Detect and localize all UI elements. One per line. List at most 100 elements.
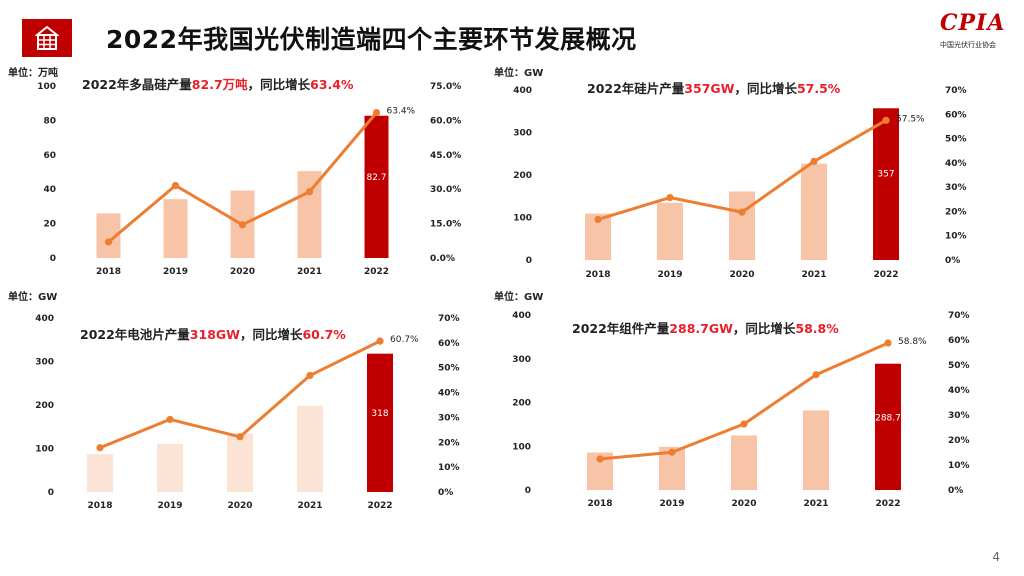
bar-2021 <box>803 410 829 490</box>
title-text: 2022年组件产量 <box>572 321 670 336</box>
y-right-tick-label: 30% <box>945 183 967 193</box>
bar-2021 <box>297 405 323 492</box>
y-right-tick-label: 75.0% <box>430 82 461 92</box>
y-right-tick-label: 10% <box>948 461 970 471</box>
y-right-tick-label: 0.0% <box>430 254 455 264</box>
growth-point-2019 <box>668 448 676 456</box>
title-text: ，同比增长 <box>734 81 797 96</box>
x-tick-label: 2020 <box>729 270 754 280</box>
growth-point-2022 <box>882 116 890 124</box>
cpia-logo: CPIA 中国光伏行业协会 <box>936 10 1006 54</box>
x-tick-label: 2022 <box>873 270 898 280</box>
y-right-tick-label: 10% <box>438 463 460 473</box>
logo-text: CPIA <box>940 10 1006 36</box>
growth-point-2018 <box>96 444 104 452</box>
growth-point-2022 <box>376 337 384 345</box>
building-grid-icon <box>22 19 72 57</box>
growth-point-2021 <box>306 371 314 380</box>
y-left-tick-label: 200 <box>513 171 532 181</box>
growth-point-2018 <box>594 215 602 224</box>
y-left-tick-label: 100 <box>37 82 56 92</box>
bar-2022 <box>873 108 899 261</box>
x-tick-label: 2022 <box>367 501 392 511</box>
line-value-label: 60.7% <box>390 335 419 345</box>
title-value: 357GW <box>684 81 735 96</box>
y-right-tick-label: 20% <box>948 436 970 446</box>
x-tick-label: 2019 <box>659 499 684 509</box>
y-left-tick-label: 80 <box>43 116 56 126</box>
title-text: 2022年电池片产量 <box>80 327 190 342</box>
y-right-tick-label: 50% <box>948 361 970 371</box>
y-left-tick-label: 100 <box>35 445 54 455</box>
y-left-tick-label: 300 <box>513 129 532 139</box>
y-right-tick-label: 30% <box>948 411 970 421</box>
y-left-tick-label: 400 <box>35 314 54 324</box>
chart-svg: 0 100 200 300 400 0% 10% 20% 30% 40% 50% 60% 70% 2018… <box>35 314 460 511</box>
title-text: ，同比增长 <box>247 77 311 92</box>
title-value: 318GW <box>189 327 240 342</box>
growth-point-2018 <box>596 455 604 463</box>
bar-value-label: 82.7 <box>366 173 386 183</box>
bar-2022 <box>367 353 393 492</box>
growth-point-2020 <box>236 433 244 441</box>
title-value: 82.7万吨 <box>191 77 248 92</box>
bar-value-label: 357 <box>877 170 894 180</box>
bar-2019 <box>163 199 188 258</box>
x-tick-label: 2021 <box>297 501 322 511</box>
growth-point-2020 <box>738 208 746 216</box>
growth-point-2021 <box>812 371 820 379</box>
bar-value-label: 288.7 <box>875 414 901 424</box>
growth-point-2019 <box>171 181 180 190</box>
x-tick-label: 2021 <box>297 267 322 277</box>
chart-module: 单位：GW 2022年组件产量288.7GW，同比增长58.8% 0 100 200 30… <box>494 288 1024 510</box>
bar-2020 <box>731 435 757 490</box>
y-left-tick-label: 200 <box>512 399 531 409</box>
title-text: 2022年多晶硅产量 <box>82 77 192 92</box>
unit-label: 单位：GW <box>8 292 58 303</box>
y-left-tick-label: 0 <box>50 254 56 264</box>
title-growth: 63.4% <box>310 77 354 92</box>
growth-point-2018 <box>104 238 113 246</box>
chart-svg: 0 100 200 300 400 0% 10% 20% 30% 40% 50% 60% 70% 2018… <box>513 86 967 280</box>
bar-2020 <box>729 191 755 260</box>
y-left-tick-label: 20 <box>43 220 56 230</box>
growth-point-2020 <box>238 221 247 229</box>
chart-wafer: 单位：GW 2022年硅片产量357GW，同比增长57.5% 0 100 200 300 4… <box>494 62 1024 284</box>
growth-point-2019 <box>166 415 174 424</box>
growth-point-2019 <box>666 193 674 202</box>
line-value-label: 58.8% <box>898 337 927 347</box>
title-text: ，同比增长 <box>239 327 303 342</box>
unit-label: 单位：GW <box>494 68 544 79</box>
y-right-tick-label: 30% <box>438 413 460 423</box>
y-left-tick-label: 0 <box>526 256 532 266</box>
x-tick-label: 2019 <box>163 267 188 277</box>
y-left-tick-label: 300 <box>35 358 54 368</box>
growth-point-2021 <box>305 188 314 196</box>
y-right-tick-label: 10% <box>945 232 967 242</box>
y-left-tick-label: 100 <box>512 442 531 452</box>
x-tick-label: 2020 <box>731 499 756 509</box>
growth-point-2021 <box>810 157 818 165</box>
bar-2022 <box>875 363 901 490</box>
logo-subtitle: 中国光伏行业协会 <box>940 41 996 49</box>
y-left-tick-label: 300 <box>512 355 531 365</box>
x-tick-label: 2021 <box>803 499 828 509</box>
unit-label: 单位：GW <box>494 292 544 303</box>
y-right-tick-label: 60% <box>948 336 970 346</box>
y-right-tick-label: 60.0% <box>430 116 461 126</box>
y-left-tick-label: 0 <box>525 486 531 496</box>
y-right-tick-label: 0% <box>945 256 960 266</box>
page-title: 2022年我国光伏制造端四个主要环节发展概况 <box>106 25 637 54</box>
y-right-tick-label: 70% <box>945 86 967 96</box>
x-tick-label: 2019 <box>657 270 682 280</box>
x-tick-label: 2020 <box>227 501 252 511</box>
y-left-tick-label: 200 <box>35 401 54 411</box>
x-tick-label: 2020 <box>230 267 255 277</box>
y-right-tick-label: 20% <box>945 207 967 217</box>
line-value-label: 57.5% <box>896 114 925 124</box>
bar-2021 <box>801 163 827 260</box>
growth-line <box>99 339 381 450</box>
y-right-tick-label: 30.0% <box>430 185 461 195</box>
chart-cell: 单位：GW 2022年电池片产量318GW，同比增长60.7% 0 100 200 300… <box>0 288 512 514</box>
y-right-tick-label: 45.0% <box>430 151 461 161</box>
